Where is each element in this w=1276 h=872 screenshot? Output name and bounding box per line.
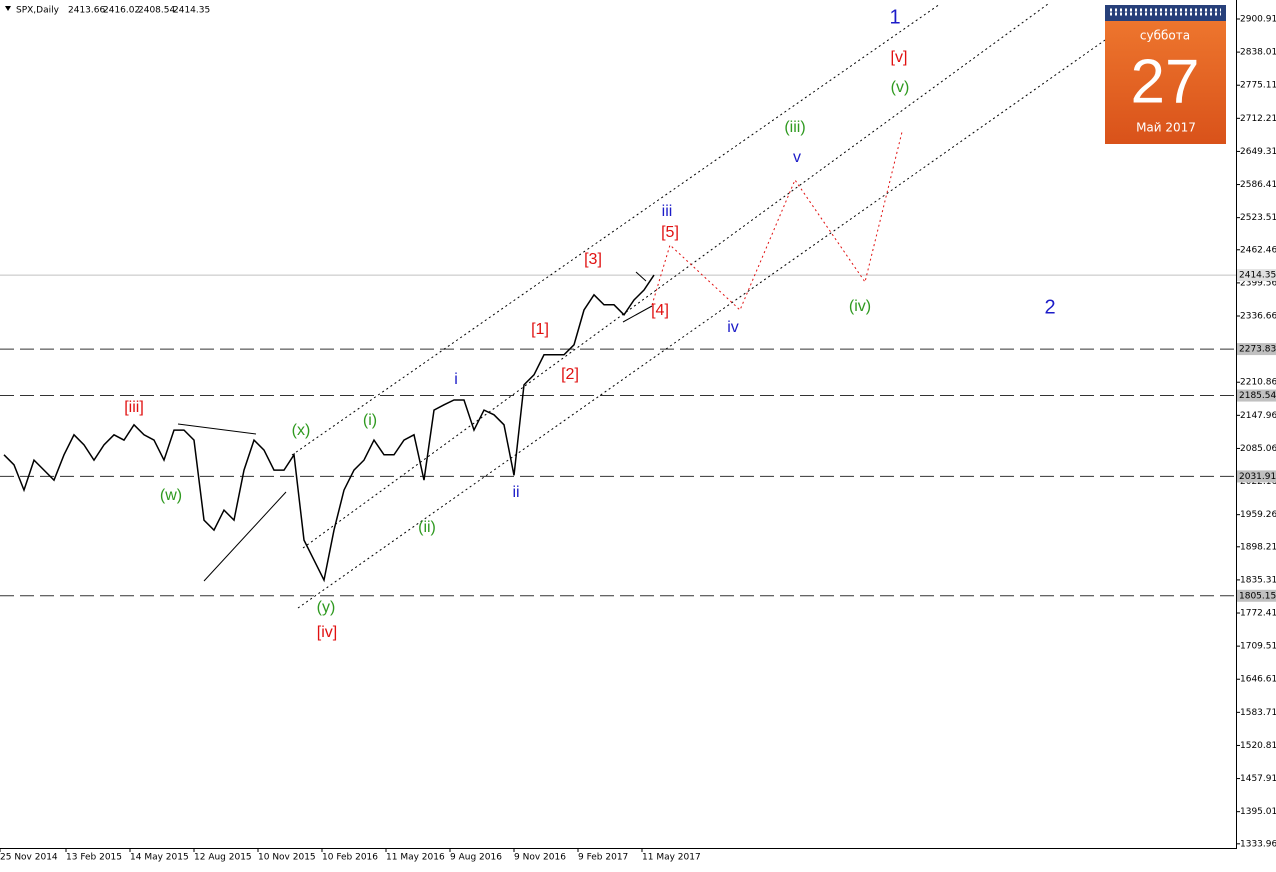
wave-label: (iii)	[784, 119, 805, 136]
wave-label: iv	[727, 319, 739, 336]
x-tick-label: 13 Feb 2015	[66, 853, 122, 863]
level-tag	[1237, 389, 1276, 402]
trend-line	[622, 305, 653, 323]
channel	[291, 3, 1109, 609]
wave-label: (x)	[292, 422, 311, 439]
y-tick-label: 2085.06	[1240, 444, 1276, 454]
month: Май 2017	[1136, 121, 1196, 135]
y-tick-label: 2399.56	[1240, 278, 1276, 288]
level-label: 2185.54	[1239, 391, 1276, 401]
wave-label: (v)	[891, 79, 910, 96]
y-tick-label: 2336.66	[1240, 312, 1276, 322]
y-tick-label: 2523.51	[1240, 213, 1276, 223]
wave-label: 1	[889, 6, 900, 28]
close: 2414.35	[173, 6, 210, 16]
y-tick-label: 1898.21	[1240, 542, 1276, 552]
y-tick-label: 1835.31	[1240, 575, 1276, 585]
wave-label: iii	[662, 203, 673, 220]
y-tick-label: 2649.31	[1240, 147, 1276, 157]
level-label: 1805.15	[1239, 591, 1276, 601]
y-tick-label: 1959.26	[1240, 510, 1276, 520]
day: 27	[1131, 47, 1200, 116]
y-tick-label: 2147.96	[1240, 411, 1276, 421]
wave-label: [iv]	[317, 624, 337, 641]
y-tick-label: 1772.41	[1240, 609, 1276, 619]
wave-label: [2]	[561, 366, 579, 383]
wave-label: (i)	[363, 412, 377, 429]
level-tag	[1237, 470, 1276, 483]
x-tick-label: 9 Nov 2016	[514, 853, 566, 863]
channel-line	[297, 37, 1109, 609]
y-tick-label: 1583.71	[1240, 708, 1276, 718]
wave-label: (w)	[160, 487, 182, 504]
wave-label: [5]	[661, 224, 679, 241]
wave-label: [4]	[651, 302, 669, 319]
y-tick-label: 2838.01	[1240, 48, 1276, 58]
calendar-widget: суббота 27 Май 2017	[1105, 5, 1226, 144]
price-line	[3, 274, 655, 583]
y-tick-label: 1646.61	[1240, 675, 1276, 685]
wave-label: [3]	[584, 251, 602, 268]
y-tick-label: 2712.21	[1240, 114, 1276, 124]
y-tick-label: 2586.41	[1240, 180, 1276, 190]
y-tick-label: 2900.91	[1240, 14, 1276, 24]
x-tick-label: 11 May 2017	[642, 853, 701, 863]
symbol: SPX,Daily	[16, 6, 60, 16]
y-tick-label: 1333.96	[1240, 839, 1276, 849]
wave-label: [iii]	[124, 399, 144, 416]
trend-line	[635, 271, 647, 282]
wave-label: [v]	[891, 49, 908, 66]
x-tick-label: 14 May 2015	[130, 853, 189, 863]
x-tick-label: 11 May 2016	[386, 853, 445, 863]
y-tick-label: 2210.86	[1240, 378, 1276, 388]
level-label: 2031.91	[1239, 472, 1276, 482]
trend-line	[203, 491, 287, 582]
x-tick-label: 10 Nov 2015	[258, 853, 316, 863]
y-tick-label: 2775.11	[1240, 81, 1276, 91]
wave-label: (ii)	[418, 519, 436, 536]
channel-line	[302, 3, 1049, 549]
x-tick-label: 9 Aug 2016	[450, 853, 502, 863]
high: 2416.02	[103, 6, 140, 16]
x-tick-label: 9 Feb 2017	[578, 853, 628, 863]
channel-line	[291, 3, 941, 456]
wave-label: v	[793, 149, 801, 166]
menu-arrow	[5, 6, 11, 11]
last-price-label: 2414.35	[1239, 271, 1276, 281]
wave-label: (iv)	[849, 298, 871, 315]
wave-label: [1]	[531, 321, 549, 338]
y-tick-label: 1457.91	[1240, 774, 1276, 784]
level-label: 2273.83	[1239, 345, 1276, 355]
wave-label: 2	[1044, 296, 1055, 318]
x-tick-label: 25 Nov 2014	[0, 853, 58, 863]
calendar-rings	[1110, 8, 1221, 16]
low: 2408.54	[138, 6, 175, 16]
level-tag	[1237, 343, 1276, 356]
triangle	[177, 271, 653, 582]
weekday: суббота	[1140, 29, 1190, 43]
x-tick-label: 12 Aug 2015	[194, 853, 252, 863]
wave-label: ii	[512, 484, 519, 501]
wave-label: (y)	[317, 599, 336, 616]
trend-line	[177, 423, 257, 435]
x-tick-label: 10 Feb 2016	[322, 853, 378, 863]
wave-label: i	[454, 371, 458, 388]
open: 2413.66	[68, 6, 105, 16]
y-tick-label: 1520.81	[1240, 741, 1276, 751]
calendar-body	[1105, 5, 1226, 144]
y-tick-label: 2462.46	[1240, 245, 1276, 255]
last-price-tag	[1237, 269, 1276, 282]
y-tick-label: 1395.01	[1240, 807, 1276, 817]
level-tag	[1237, 589, 1276, 602]
y-tick-label: 1709.51	[1240, 642, 1276, 652]
